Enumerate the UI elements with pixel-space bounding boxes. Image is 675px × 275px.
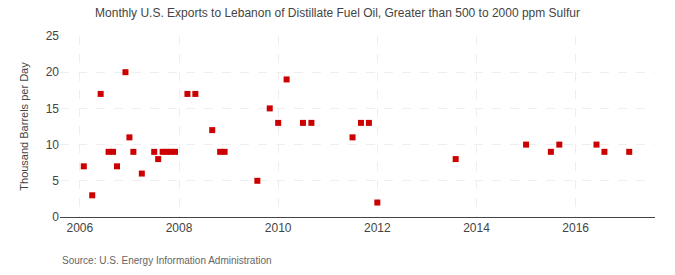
svg-text:2010: 2010	[265, 221, 292, 235]
svg-text:5: 5	[52, 174, 59, 188]
svg-text:Source: U.S. Energy Informatio: Source: U.S. Energy Information Administ…	[62, 255, 272, 266]
svg-text:Thousand Barrels per Day: Thousand Barrels per Day	[18, 62, 30, 191]
svg-text:2006: 2006	[66, 221, 93, 235]
svg-text:15: 15	[46, 102, 60, 116]
svg-text:Monthly U.S. Exports to Lebano: Monthly U.S. Exports to Lebanon of Disti…	[95, 6, 580, 20]
svg-text:2012: 2012	[364, 221, 391, 235]
svg-text:2008: 2008	[166, 221, 193, 235]
svg-text:2016: 2016	[562, 221, 589, 235]
svg-text:2014: 2014	[463, 221, 490, 235]
svg-text:25: 25	[46, 29, 60, 43]
svg-text:20: 20	[46, 65, 60, 79]
svg-text:0: 0	[52, 210, 59, 224]
svg-text:10: 10	[46, 138, 60, 152]
